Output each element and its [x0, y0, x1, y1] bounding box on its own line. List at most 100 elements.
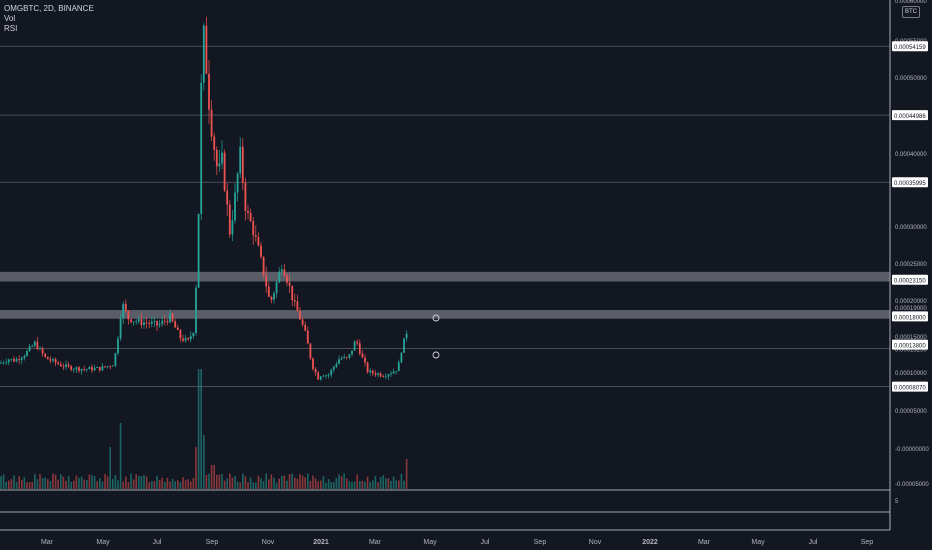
candle[interactable]	[39, 348, 41, 350]
volume-bar[interactable]	[75, 475, 78, 489]
volume-bar[interactable]	[28, 482, 31, 489]
candle[interactable]	[301, 319, 304, 325]
candle[interactable]	[241, 146, 244, 183]
candle[interactable]	[106, 366, 109, 368]
volume-bar[interactable]	[13, 475, 15, 489]
volume-bar[interactable]	[372, 480, 374, 489]
volume-bar[interactable]	[88, 474, 91, 489]
candle[interactable]	[265, 275, 268, 287]
candle[interactable]	[93, 367, 96, 371]
candle[interactable]	[132, 321, 135, 323]
volume-bar[interactable]	[322, 475, 325, 489]
candle[interactable]	[161, 320, 164, 324]
candle[interactable]	[267, 286, 270, 297]
volume-bar[interactable]	[145, 476, 148, 489]
candle[interactable]	[33, 341, 36, 346]
volume-bar[interactable]	[47, 479, 49, 489]
candle[interactable]	[252, 221, 255, 236]
volume-bar[interactable]	[361, 480, 364, 489]
volume-bar[interactable]	[18, 476, 20, 489]
candle[interactable]	[384, 376, 387, 378]
volume-bar[interactable]	[101, 481, 104, 489]
candle[interactable]	[13, 358, 15, 362]
candle[interactable]	[101, 366, 104, 371]
candle[interactable]	[260, 245, 262, 257]
candle[interactable]	[345, 356, 348, 358]
candle[interactable]	[338, 359, 340, 364]
candle[interactable]	[75, 367, 78, 370]
volume-bar[interactable]	[247, 481, 249, 489]
candle[interactable]	[231, 220, 234, 235]
volume-bar[interactable]	[117, 480, 119, 489]
volume-bar[interactable]	[286, 480, 288, 489]
candle[interactable]	[195, 287, 197, 333]
volume-bar[interactable]	[23, 477, 26, 489]
volume-bar[interactable]	[242, 473, 244, 489]
volume-bar[interactable]	[325, 482, 327, 489]
volume-bar[interactable]	[309, 481, 312, 489]
volume-bar[interactable]	[296, 478, 299, 489]
volume-bar[interactable]	[91, 475, 93, 489]
volume-bar[interactable]	[265, 473, 267, 489]
volume-bar[interactable]	[10, 479, 13, 489]
volume-bar[interactable]	[314, 478, 317, 489]
volume-bar[interactable]	[208, 473, 210, 489]
volume-bar[interactable]	[374, 475, 377, 489]
volume-bar[interactable]	[218, 474, 221, 489]
candle[interactable]	[200, 82, 203, 214]
volume-bar[interactable]	[359, 480, 361, 489]
candle[interactable]	[148, 323, 151, 324]
alert-clock-icon[interactable]	[432, 314, 440, 322]
candle[interactable]	[117, 338, 119, 354]
volume-bar[interactable]	[177, 480, 179, 489]
volume-bar[interactable]	[385, 478, 387, 489]
volume-bar[interactable]	[109, 447, 111, 489]
volume-bar[interactable]	[184, 480, 187, 489]
candle[interactable]	[358, 343, 361, 354]
candle[interactable]	[150, 321, 153, 324]
volume-bar[interactable]	[236, 481, 239, 489]
volume-bar[interactable]	[78, 477, 80, 489]
candle[interactable]	[88, 367, 91, 370]
candle[interactable]	[306, 330, 309, 344]
volume-bar[interactable]	[197, 369, 200, 489]
volume-bar[interactable]	[119, 423, 122, 489]
volume-bar[interactable]	[275, 482, 278, 489]
candle[interactable]	[197, 213, 200, 288]
candle[interactable]	[397, 362, 400, 372]
volume-bar[interactable]	[143, 474, 145, 489]
candle[interactable]	[78, 367, 80, 371]
volume-bar[interactable]	[21, 479, 23, 489]
candle[interactable]	[286, 275, 288, 283]
candle[interactable]	[314, 369, 317, 373]
volume-bar[interactable]	[312, 475, 314, 489]
candle[interactable]	[366, 362, 369, 373]
volume-bar[interactable]	[125, 476, 127, 489]
volume-bar[interactable]	[395, 480, 397, 489]
volume-bar[interactable]	[52, 473, 54, 489]
candle[interactable]	[221, 152, 223, 164]
volume-bar[interactable]	[301, 475, 304, 489]
candle[interactable]	[327, 374, 330, 376]
volume-bar[interactable]	[239, 482, 241, 489]
candle[interactable]	[340, 357, 343, 360]
volume-bar[interactable]	[392, 476, 395, 489]
candle[interactable]	[317, 372, 320, 380]
volume-bar[interactable]	[229, 473, 231, 489]
volume-bar[interactable]	[179, 482, 182, 489]
volume-bar[interactable]	[203, 435, 205, 489]
candle[interactable]	[395, 371, 398, 372]
candle[interactable]	[218, 163, 221, 167]
candle[interactable]	[153, 320, 156, 322]
volume-bar[interactable]	[353, 481, 356, 489]
volume-bar[interactable]	[148, 482, 150, 489]
volume-bar[interactable]	[255, 482, 257, 489]
volume-bar[interactable]	[327, 479, 330, 489]
volume-bar[interactable]	[96, 481, 98, 489]
candle[interactable]	[137, 318, 140, 322]
candle[interactable]	[244, 182, 247, 211]
volume-bar[interactable]	[174, 481, 176, 489]
volume-bar[interactable]	[343, 473, 345, 489]
volume-bar[interactable]	[317, 481, 319, 489]
